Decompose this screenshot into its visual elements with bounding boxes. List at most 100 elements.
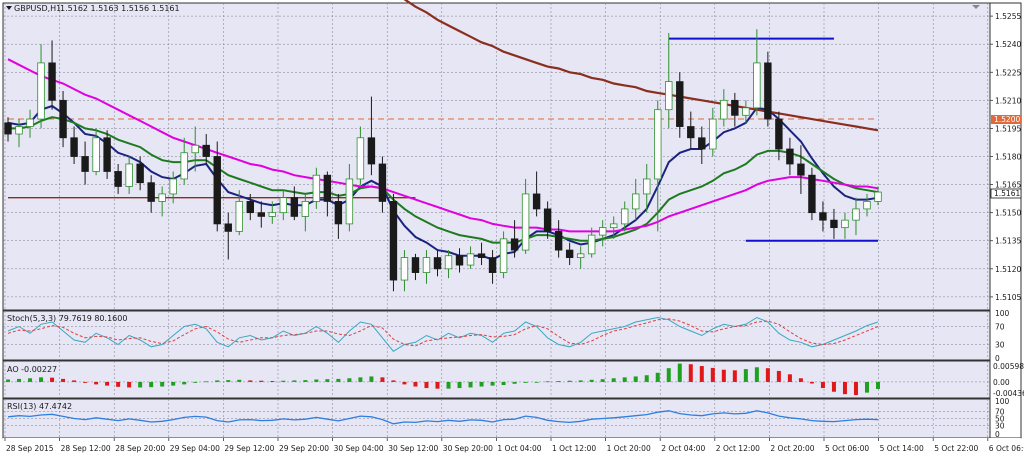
stoch-tick-label: 30: [995, 341, 1005, 350]
ao-histogram: [6, 363, 880, 396]
candle-body: [598, 227, 607, 236]
ao-bar: [39, 377, 44, 382]
ao-bar: [105, 381, 110, 386]
candle-body: [742, 107, 750, 116]
candle-body: [26, 118, 34, 127]
candle-body: [48, 62, 56, 101]
ao-bar: [721, 369, 726, 382]
time-tick-label: 29 Sep 12:00: [224, 444, 274, 453]
candle-body: [356, 137, 365, 180]
candle-body: [37, 62, 45, 120]
price-tick-label: 1.5135: [995, 237, 1021, 246]
ao-bar: [149, 381, 154, 388]
ao-bar: [116, 381, 121, 387]
ao-bar: [754, 367, 759, 382]
dropdown-triangle-icon[interactable]: [6, 6, 12, 10]
ao-bar: [666, 368, 671, 382]
ao-bar: [303, 380, 308, 382]
candle-body: [510, 238, 519, 251]
candle-body: [587, 234, 596, 255]
ao-bar: [853, 381, 858, 396]
ao-bar: [743, 369, 748, 382]
candle-body: [323, 174, 332, 202]
ao-label: AO -0.00227: [7, 365, 57, 374]
marked-level-badge: [991, 115, 1021, 124]
rsi-tick-label: 70: [995, 408, 1005, 417]
candle-body: [632, 193, 640, 210]
stoch-tick-label: 100: [995, 309, 1010, 318]
candle-body: [268, 212, 277, 217]
candle-body: [753, 62, 761, 109]
ao-bar: [864, 381, 869, 393]
grid-lines: [3, 3, 990, 438]
time-tick-label: 28 Sep 20:00: [115, 444, 165, 453]
candle-body: [213, 156, 221, 225]
time-tick-label: 28 Sep 2015: [6, 444, 54, 453]
candle-body: [202, 144, 210, 157]
ao-bar: [556, 381, 561, 382]
candle-body: [466, 253, 475, 266]
time-tick-label: 5 Oct 14:00: [880, 444, 924, 453]
axis-labels: 1.5255 1.5240 1.5225 1.5210 1.5195 1.5180 1.51…: [4, 12, 1024, 453]
candle-body: [521, 193, 530, 251]
stoch-tick-label: 0: [995, 354, 1000, 363]
stoch-label: Stoch(5,3,3) 79.7619 80.1600: [7, 314, 127, 323]
ao-bar: [237, 379, 242, 382]
candle-body: [103, 137, 111, 172]
moving-average-line: [7, 58, 879, 233]
price-tick-label: 1.5210: [995, 96, 1021, 105]
time-tick-label: 29 Sep 04:00: [170, 444, 220, 453]
rsi-tick-label: 100: [995, 397, 1010, 406]
candle-body: [444, 255, 453, 270]
candlesticks: [4, 29, 882, 292]
ao-tick-label: 0.00: [993, 378, 1010, 387]
time-tick-label: 2 Oct 04:00: [661, 444, 705, 453]
ao-bar: [248, 380, 253, 382]
ao-bar: [831, 381, 836, 392]
ao-bar: [710, 367, 715, 382]
ao-bar: [160, 381, 165, 387]
candle-body: [852, 208, 860, 221]
candle-body: [687, 126, 695, 139]
candle-body: [257, 212, 265, 217]
candle-body: [665, 81, 673, 111]
ao-bar: [468, 381, 473, 388]
candle-body: [367, 137, 376, 165]
ao-bar: [776, 370, 781, 382]
candle-body: [576, 253, 585, 258]
chart-ohlc: 1.5162 1.5163 1.5156 1.5161: [60, 4, 180, 13]
ao-bar: [820, 381, 825, 389]
candle-body: [543, 208, 552, 232]
ao-bar: [72, 380, 77, 382]
chart-title: GBPUSD,H1: [14, 4, 61, 13]
scroll-marker-icon[interactable]: [972, 5, 980, 9]
candle-body: [720, 99, 728, 120]
ao-bar: [28, 378, 33, 382]
time-tick-label: 5 Oct 22:00: [934, 444, 978, 453]
ao-bar: [622, 377, 627, 382]
stoch-tick-label: 70: [995, 323, 1005, 332]
ao-bar: [204, 381, 209, 383]
candle-body: [488, 257, 497, 273]
candle-body: [676, 81, 684, 127]
time-tick-label: 30 Sep 04:00: [334, 444, 384, 453]
ao-bar: [336, 378, 341, 382]
rsi-line: [7, 410, 879, 425]
ao-bar: [292, 380, 297, 382]
candle-body: [874, 191, 882, 202]
candle-body: [180, 152, 188, 180]
current-price-badge: [990, 188, 1022, 199]
ao-bar: [732, 370, 737, 382]
candle-body: [4, 122, 12, 135]
ao-bar: [545, 381, 550, 383]
ao-bar: [435, 381, 440, 389]
ao-bar: [578, 380, 583, 382]
ao-bar: [765, 368, 770, 382]
price-tick-label: 1.5120: [995, 265, 1021, 274]
rsi-line: [7, 410, 879, 425]
candle-body: [532, 193, 541, 210]
ao-bar: [83, 381, 88, 383]
ao-bar: [17, 378, 22, 382]
ao-bar: [600, 379, 605, 382]
